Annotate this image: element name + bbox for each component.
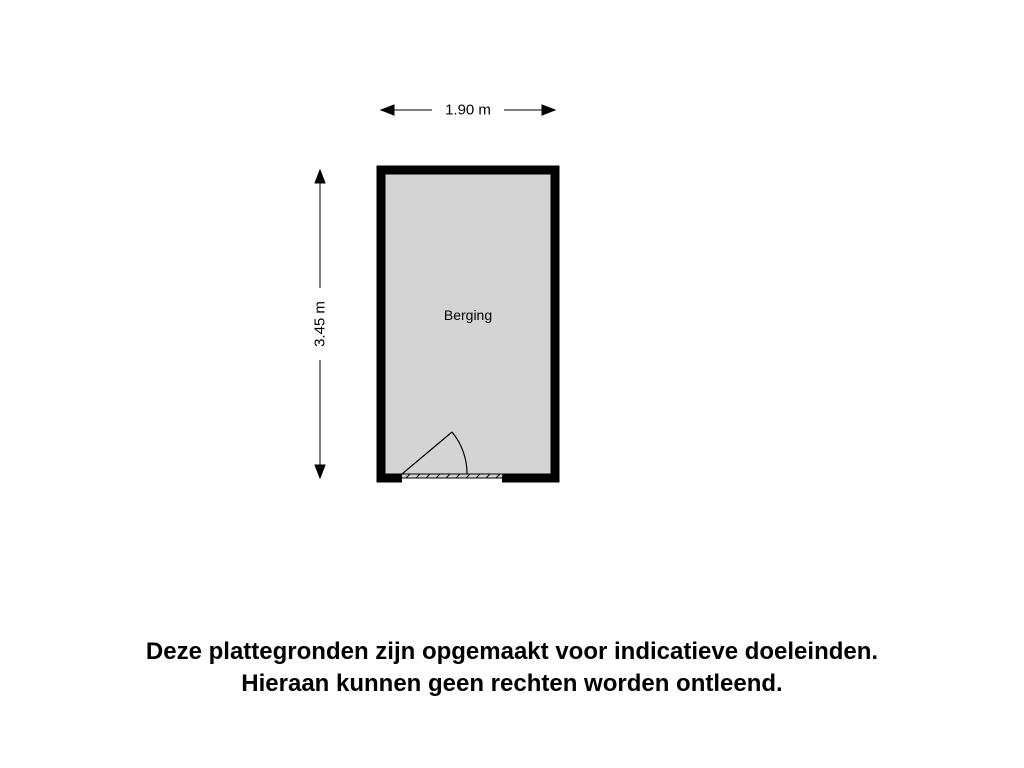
floorplan-canvas: Berging 1.90 m 3.45 m Deze platte [0,0,1024,768]
dim-height-label: 3.45 m [312,297,329,351]
disclaimer-text: Deze plattegronden zijn opgemaakt voor i… [0,636,1024,701]
disclaimer-line1: Deze plattegronden zijn opgemaakt voor i… [146,638,878,665]
disclaimer-line2: Hieraan kunnen geen rechten worden ontle… [241,670,782,697]
